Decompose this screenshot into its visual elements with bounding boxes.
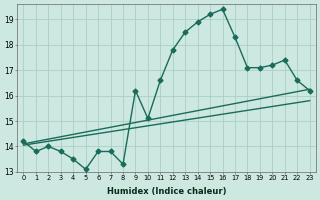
X-axis label: Humidex (Indice chaleur): Humidex (Indice chaleur) <box>107 187 226 196</box>
